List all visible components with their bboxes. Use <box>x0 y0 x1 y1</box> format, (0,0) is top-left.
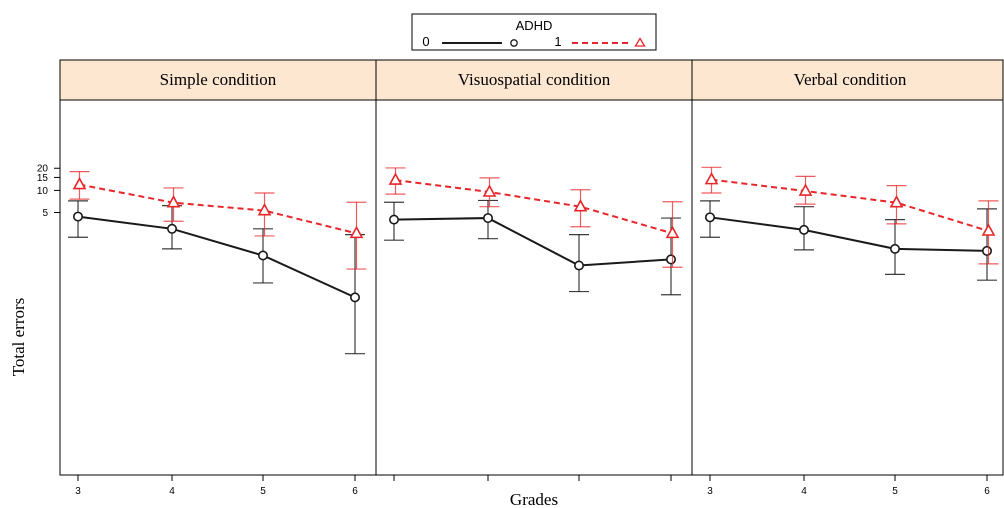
data-point-triangle <box>665 225 680 239</box>
legend-marker-0 <box>510 39 518 47</box>
x-tick-label: 3 <box>75 486 81 497</box>
data-point-circle <box>573 260 584 271</box>
data-point-triangle <box>798 183 813 196</box>
strip-label: Simple condition <box>160 70 277 89</box>
strip-bg <box>59 59 377 101</box>
panel-frame <box>59 99 377 476</box>
series-line-adhd-1 <box>79 183 357 235</box>
legend-key-1: 1 <box>554 34 561 49</box>
data-point-triangle <box>573 199 588 212</box>
data-point-circle <box>704 212 715 223</box>
data-point-triangle <box>72 176 87 190</box>
x-tick-label: 3 <box>707 486 713 497</box>
y-axis-title: Total errors <box>9 298 28 377</box>
legend-key-0: 0 <box>422 34 429 49</box>
data-point-triangle <box>981 223 996 236</box>
panel-frame <box>691 99 1004 476</box>
x-axis-title: Grades <box>510 490 558 508</box>
series-line-adhd-1 <box>395 179 673 235</box>
series-line-adhd-0 <box>393 217 672 267</box>
panel-frame <box>375 99 693 476</box>
data-point-triangle <box>482 184 497 197</box>
data-point-circle <box>798 224 809 235</box>
y-tick-label: 10 <box>37 186 49 197</box>
data-point-triangle <box>257 202 272 216</box>
data-point-circle <box>167 223 178 234</box>
data-marks <box>68 171 367 355</box>
data-point-triangle <box>388 172 403 185</box>
x-tick-label: 6 <box>984 486 990 497</box>
data-point-triangle <box>349 225 364 239</box>
data-point-circle <box>388 214 399 225</box>
strip-label: Verbal condition <box>794 70 907 89</box>
data-point-circle <box>482 213 493 224</box>
y-tick-label: 5 <box>42 208 48 219</box>
panel-visuospatial-condition: Visuospatial condition <box>375 59 693 481</box>
strip-bg <box>691 59 1004 101</box>
strip-bg <box>375 59 693 101</box>
panel-simple-condition: Simple condition 3 4 5 6 <box>59 59 377 497</box>
data-point-circle <box>73 211 84 222</box>
x-tick-label: 4 <box>801 486 807 497</box>
x-tick-label: 5 <box>260 486 266 497</box>
legend: ADHD 0 1 <box>411 13 657 51</box>
data-point-triangle <box>889 195 904 208</box>
data-point-triangle <box>166 195 181 208</box>
y-tick-label: 15 <box>37 173 49 184</box>
data-point-circle <box>981 245 992 256</box>
x-ticks: 3 4 5 6 <box>75 475 358 497</box>
legend-marker-1 <box>634 37 646 47</box>
strip-label: Visuospatial condition <box>458 70 611 89</box>
data-point-triangle <box>704 171 719 185</box>
data-point-circle <box>665 254 676 265</box>
x-tick-label: 4 <box>169 486 175 497</box>
data-point-circle <box>257 250 268 261</box>
x-ticks <box>393 475 672 481</box>
data-marks <box>700 166 999 281</box>
data-marks <box>384 167 683 296</box>
panel-verbal-condition: Verbal condition 3 4 5 6 <box>691 59 1004 497</box>
y-tick-label: 20 <box>37 164 49 175</box>
x-ticks: 3 4 5 6 <box>707 475 990 497</box>
series-line-adhd-0 <box>77 215 356 299</box>
data-point-circle <box>889 243 900 254</box>
x-tick-label: 6 <box>352 486 358 497</box>
series-line-adhd-0 <box>709 216 988 252</box>
series-line-adhd-1 <box>711 178 989 232</box>
x-tick-label: 5 <box>892 486 898 497</box>
data-point-circle <box>349 292 360 303</box>
legend-title: ADHD <box>516 18 553 33</box>
